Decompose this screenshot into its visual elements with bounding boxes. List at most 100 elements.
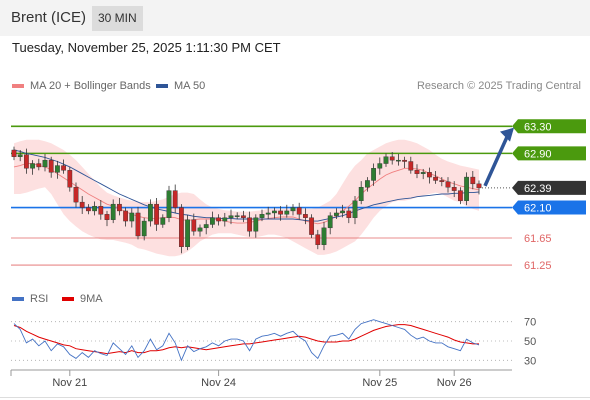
x-tick-label: Nov 26 [437,377,472,389]
chart-datetime: Tuesday, November 25, 2025 1:11:30 PM CE… [12,40,281,55]
candle [30,160,35,175]
candle [408,156,414,174]
ma9-line [13,324,479,355]
candle-body [154,203,159,225]
candle [278,206,283,221]
candle-body [160,217,166,225]
ma50-line [13,149,480,222]
candle-body [61,165,67,171]
candle [135,206,141,240]
candle-body [240,215,246,218]
forecast-arrow-shaft [483,133,510,187]
candle [17,150,23,162]
candle-body [352,200,358,218]
candle [209,211,215,228]
candle-body [253,217,259,232]
candle-body [247,217,252,232]
candle [377,157,383,175]
candle-body [402,159,407,162]
candle-body [414,170,420,174]
level-tag-bg [512,180,586,195]
x-tick-label: Nov 25 [362,377,397,389]
instrument-title: Brent (ICE) [11,9,87,26]
candle-body [464,176,469,201]
candle [334,208,339,220]
candle [309,214,314,238]
legend-ma9-label: 9MA [80,293,103,305]
candle-body [79,201,85,208]
candle-body [377,163,383,169]
candle [340,204,345,218]
candle-body [427,172,432,178]
candle [24,148,29,174]
candle [402,156,407,168]
header-bar: Brent (ICE) 30 MIN [0,0,590,36]
rsi-swatch [12,297,24,301]
level-tag-bg [512,119,586,134]
research-credit: Research © 2025 Trading Central [416,80,581,92]
legend-ma50: MA 50 [156,80,205,92]
candle [284,204,290,218]
rsi-tick-label-30: 30 [524,355,536,367]
candle [203,219,209,235]
candle-body [340,210,345,214]
candle [141,217,147,241]
candle [48,156,54,178]
rsi-tick-label-50: 50 [524,336,536,348]
candle [234,212,240,220]
candle-body [315,234,321,245]
candle [116,198,122,216]
rsi-line [13,319,480,362]
candle [358,181,364,205]
candle-body [321,227,327,245]
level-tag-text: 62.39 [524,183,552,195]
level-tag-63-30: 63.30 [512,119,586,134]
candle [147,199,153,227]
candle [110,199,116,224]
timeframe-badge[interactable]: 30 MIN [92,6,143,31]
candle-body [129,212,135,222]
candle-body [383,156,389,164]
candle-body [141,220,147,237]
candle [178,204,184,254]
candle [160,214,166,228]
candle-body [234,215,240,217]
candle [389,152,395,165]
candle-body [30,163,35,169]
candle [371,163,376,186]
candle-body [470,176,476,185]
candle [79,196,85,214]
candle [36,158,42,171]
candle-body [334,212,339,216]
candle [321,221,327,251]
candle [445,177,451,193]
candle-body [135,212,141,237]
candle [55,160,60,179]
candle-body [433,176,438,181]
candle [185,214,190,251]
candle-body [73,187,79,203]
ma20-line [13,163,480,225]
candle-body [98,205,104,215]
legend-ma9: 9MA [62,293,103,305]
candle [11,146,17,161]
candle-body [284,210,290,215]
candle-body [24,154,29,169]
candle [427,167,432,184]
candle [303,208,308,225]
candle [154,198,159,231]
candle [451,181,457,198]
legend-rsi-label: RSI [30,293,49,305]
ma20-swatch [12,84,24,88]
candle [352,196,358,225]
candle-body [439,180,445,183]
candle [420,168,426,180]
candle [92,201,98,216]
candle-body [476,183,482,189]
candle-body [371,168,376,181]
candle-body [365,180,370,188]
legend-ma20-label: MA 20 + Bollinger Bands [30,80,151,92]
candle-body [67,170,73,188]
candle [476,180,482,195]
